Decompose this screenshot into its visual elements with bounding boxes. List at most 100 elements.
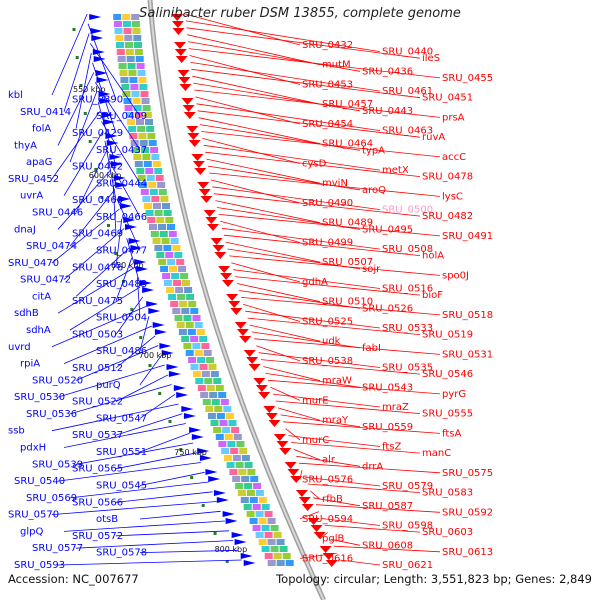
forward-gene-label[interactable]: SRU_0537 — [72, 430, 123, 441]
reverse-gene-label[interactable]: bioF — [422, 290, 443, 301]
reverse-gene-label[interactable]: SRU_0535 — [382, 363, 433, 374]
reverse-gene-label[interactable]: mraZ — [382, 402, 409, 413]
reverse-gene-label[interactable]: SRU_0559 — [362, 422, 413, 433]
reverse-gene-label[interactable]: SRU_0490 — [302, 198, 353, 209]
reverse-gene-label[interactable]: SRU_0455 — [442, 73, 493, 84]
reverse-gene-label[interactable]: SRU_0575 — [442, 468, 493, 479]
reverse-gene-label[interactable]: SRU_0499 — [302, 238, 353, 249]
forward-gene-label[interactable]: folA — [32, 124, 51, 135]
forward-gene-label[interactable]: rpiA — [20, 359, 40, 370]
reverse-gene-label[interactable]: SRU_0608 — [362, 540, 413, 551]
reverse-gene-label[interactable]: holA — [422, 251, 444, 262]
reverse-gene-label[interactable]: SRU_0464 — [322, 139, 373, 150]
reverse-gene-label[interactable]: gdhA — [302, 277, 328, 288]
reverse-gene-label[interactable]: pglB — [322, 534, 344, 545]
reverse-gene-label[interactable]: SRU_0518 — [442, 310, 493, 321]
forward-gene-label[interactable]: SRU_0539 — [32, 459, 83, 470]
forward-gene-label[interactable]: apaG — [26, 157, 52, 168]
reverse-gene-label[interactable]: SRU_0482 — [422, 211, 473, 222]
reverse-gene-label[interactable]: SRU_0491 — [442, 231, 493, 242]
reverse-gene-label[interactable]: rfbB — [322, 494, 343, 505]
reverse-gene-label[interactable]: SRU_0555 — [422, 409, 473, 420]
reverse-gene-label[interactable]: spo0J — [442, 270, 469, 281]
forward-gene-label[interactable]: uvrA — [20, 191, 43, 202]
forward-gene-label[interactable]: pdxH — [20, 443, 46, 454]
forward-gene-label[interactable]: SRU_0472 — [20, 275, 71, 286]
forward-gene-label[interactable]: sdhB — [14, 308, 39, 319]
reverse-gene-label[interactable]: murC — [302, 435, 329, 446]
forward-gene-label[interactable]: dnaJ — [14, 224, 36, 235]
reverse-gene-label[interactable]: prsA — [442, 112, 465, 123]
forward-gene-label[interactable]: SRU_0540 — [14, 476, 65, 487]
forward-gene-label[interactable]: SRU_0442 — [72, 162, 123, 173]
reverse-gene-label[interactable]: alr — [322, 455, 336, 466]
forward-gene-label[interactable]: SRU_0414 — [20, 107, 71, 118]
forward-gene-label[interactable]: SRU_0572 — [72, 531, 123, 542]
reverse-gene-label[interactable]: SRU_0583 — [422, 488, 473, 499]
forward-gene-label[interactable]: purQ — [96, 380, 121, 391]
forward-gene-label[interactable]: SRU_0390 — [72, 94, 123, 105]
forward-gene-label[interactable]: SRU_0522 — [72, 397, 123, 408]
forward-gene-label[interactable]: SRU_0476 — [72, 262, 123, 273]
reverse-gene-label[interactable]: SRU_0579 — [382, 481, 433, 492]
reverse-gene-label[interactable]: SRU_0613 — [442, 547, 493, 558]
forward-gene-label[interactable]: uvrd — [8, 342, 31, 353]
reverse-gene-label[interactable]: SRU_0533 — [382, 323, 433, 334]
forward-gene-label[interactable]: SRU_0593 — [14, 560, 65, 571]
reverse-gene-label[interactable]: mviN — [322, 178, 348, 189]
forward-gene-label[interactable]: SRU_0577 — [32, 543, 83, 554]
forward-gene-label[interactable]: SRU_0566 — [72, 497, 123, 508]
reverse-gene-label[interactable]: aroQ — [362, 185, 386, 196]
forward-gene-label[interactable]: SRU_0483 — [96, 279, 147, 290]
reverse-gene-label[interactable]: ftsA — [442, 428, 461, 439]
forward-gene-label[interactable]: SRU_0486 — [96, 346, 147, 357]
forward-gene-label[interactable]: SRU_0503 — [72, 329, 123, 340]
reverse-gene-label[interactable]: SRU_0454 — [302, 119, 353, 130]
reverse-gene-label[interactable]: SRU_0489 — [322, 218, 373, 229]
forward-gene-label[interactable]: SRU_0545 — [96, 481, 147, 492]
forward-gene-label[interactable]: SRU_0452 — [8, 174, 59, 185]
reverse-gene-label[interactable]: cysD — [302, 159, 327, 170]
reverse-gene-label[interactable]: SRU_0603 — [422, 527, 473, 538]
reverse-gene-label[interactable]: metX — [382, 165, 409, 176]
forward-gene-label[interactable]: SRU_0477 — [96, 246, 147, 257]
forward-gene-label[interactable]: thyA — [14, 140, 37, 151]
reverse-gene-label[interactable]: lysC — [442, 191, 463, 202]
forward-gene-label[interactable]: glpQ — [20, 526, 43, 537]
forward-gene-label[interactable]: otsB — [96, 514, 118, 525]
reverse-gene-label[interactable]: SRU_0440 — [382, 47, 433, 58]
reverse-gene-label[interactable]: SRU_0519 — [422, 330, 473, 341]
forward-gene-label[interactable]: SRU_0474 — [26, 241, 77, 252]
forward-gene-label[interactable]: SRU_0470 — [8, 258, 59, 269]
reverse-gene-label[interactable]: typA — [362, 145, 385, 156]
reverse-gene-label[interactable]: SRU_0587 — [362, 501, 413, 512]
forward-gene-label[interactable]: SRU_0466 — [96, 212, 147, 223]
forward-gene-label[interactable]: kbl — [8, 90, 23, 101]
reverse-gene-label[interactable]: ileS — [422, 53, 440, 64]
forward-gene-label[interactable]: SRU_0530 — [14, 392, 65, 403]
forward-gene-label[interactable]: SRU_0429 — [72, 128, 123, 139]
reverse-gene-label[interactable]: SRU_0516 — [382, 284, 433, 295]
forward-gene-label[interactable]: citA — [32, 291, 51, 302]
reverse-gene-label[interactable]: pyrG — [442, 389, 466, 400]
reverse-gene-label[interactable]: SRU_0526 — [362, 303, 413, 314]
forward-gene-label[interactable]: SRU_0569 — [26, 493, 77, 504]
reverse-gene-label[interactable]: SRU_0525 — [302, 317, 353, 328]
forward-gene-label[interactable]: SRU_0437 — [96, 145, 147, 156]
reverse-gene-label[interactable]: SRU_0543 — [362, 382, 413, 393]
forward-gene-label[interactable]: SRU_0551 — [96, 447, 147, 458]
reverse-gene-label[interactable]: accC — [442, 152, 466, 163]
forward-gene-label[interactable]: SRU_0536 — [26, 409, 77, 420]
forward-gene-label[interactable]: SRU_0504 — [96, 313, 147, 324]
reverse-gene-label[interactable]: SRU_0461 — [382, 86, 433, 97]
reverse-gene-label[interactable]: ruvA — [422, 132, 445, 143]
forward-gene-label[interactable]: SRU_0469 — [72, 229, 123, 240]
reverse-gene-label[interactable]: SRU_0508 — [382, 244, 433, 255]
forward-gene-label[interactable]: SRU_0520 — [32, 375, 83, 386]
reverse-gene-label[interactable]: SRU_0592 — [442, 507, 493, 518]
reverse-gene-label[interactable]: ftsZ — [382, 442, 401, 453]
reverse-gene-label[interactable]: SRU_0507 — [322, 257, 373, 268]
reverse-gene-label[interactable]: SRU_0453 — [302, 80, 353, 91]
reverse-gene-label[interactable]: SRU_0463 — [382, 126, 433, 137]
reverse-gene-label[interactable]: SRU_0500 — [382, 205, 433, 216]
